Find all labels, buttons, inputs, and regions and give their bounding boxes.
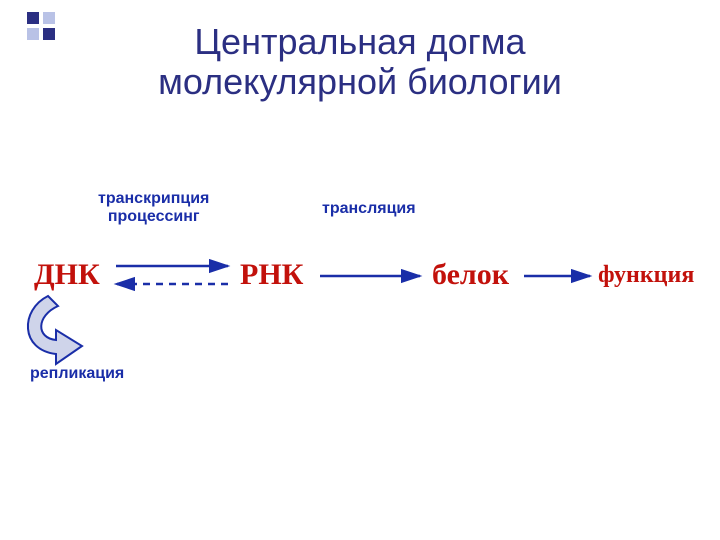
replication-arrow-icon xyxy=(28,296,82,364)
label-replication-l1: репликация xyxy=(30,365,124,382)
slide: Центральная догма молекулярной биологии … xyxy=(0,0,720,540)
node-protein: белок xyxy=(432,258,509,292)
slide-title: Центральная догма молекулярной биологии xyxy=(0,22,720,101)
node-dna: ДНК xyxy=(34,258,100,292)
node-rna: РНК xyxy=(240,258,303,292)
label-replication: репликация xyxy=(30,365,124,383)
label-transcription-l1: транскрипция xyxy=(98,190,209,207)
label-transcription-l2: процессинг xyxy=(108,208,200,225)
label-translation: трансляция xyxy=(322,200,416,218)
label-transcription: транскрипция процессинг xyxy=(98,190,209,227)
node-function: функция xyxy=(598,262,694,289)
label-translation-l1: трансляция xyxy=(322,200,416,217)
title-line2: молекулярной биологии xyxy=(158,61,562,102)
title-line1: Центральная догма xyxy=(194,21,525,62)
